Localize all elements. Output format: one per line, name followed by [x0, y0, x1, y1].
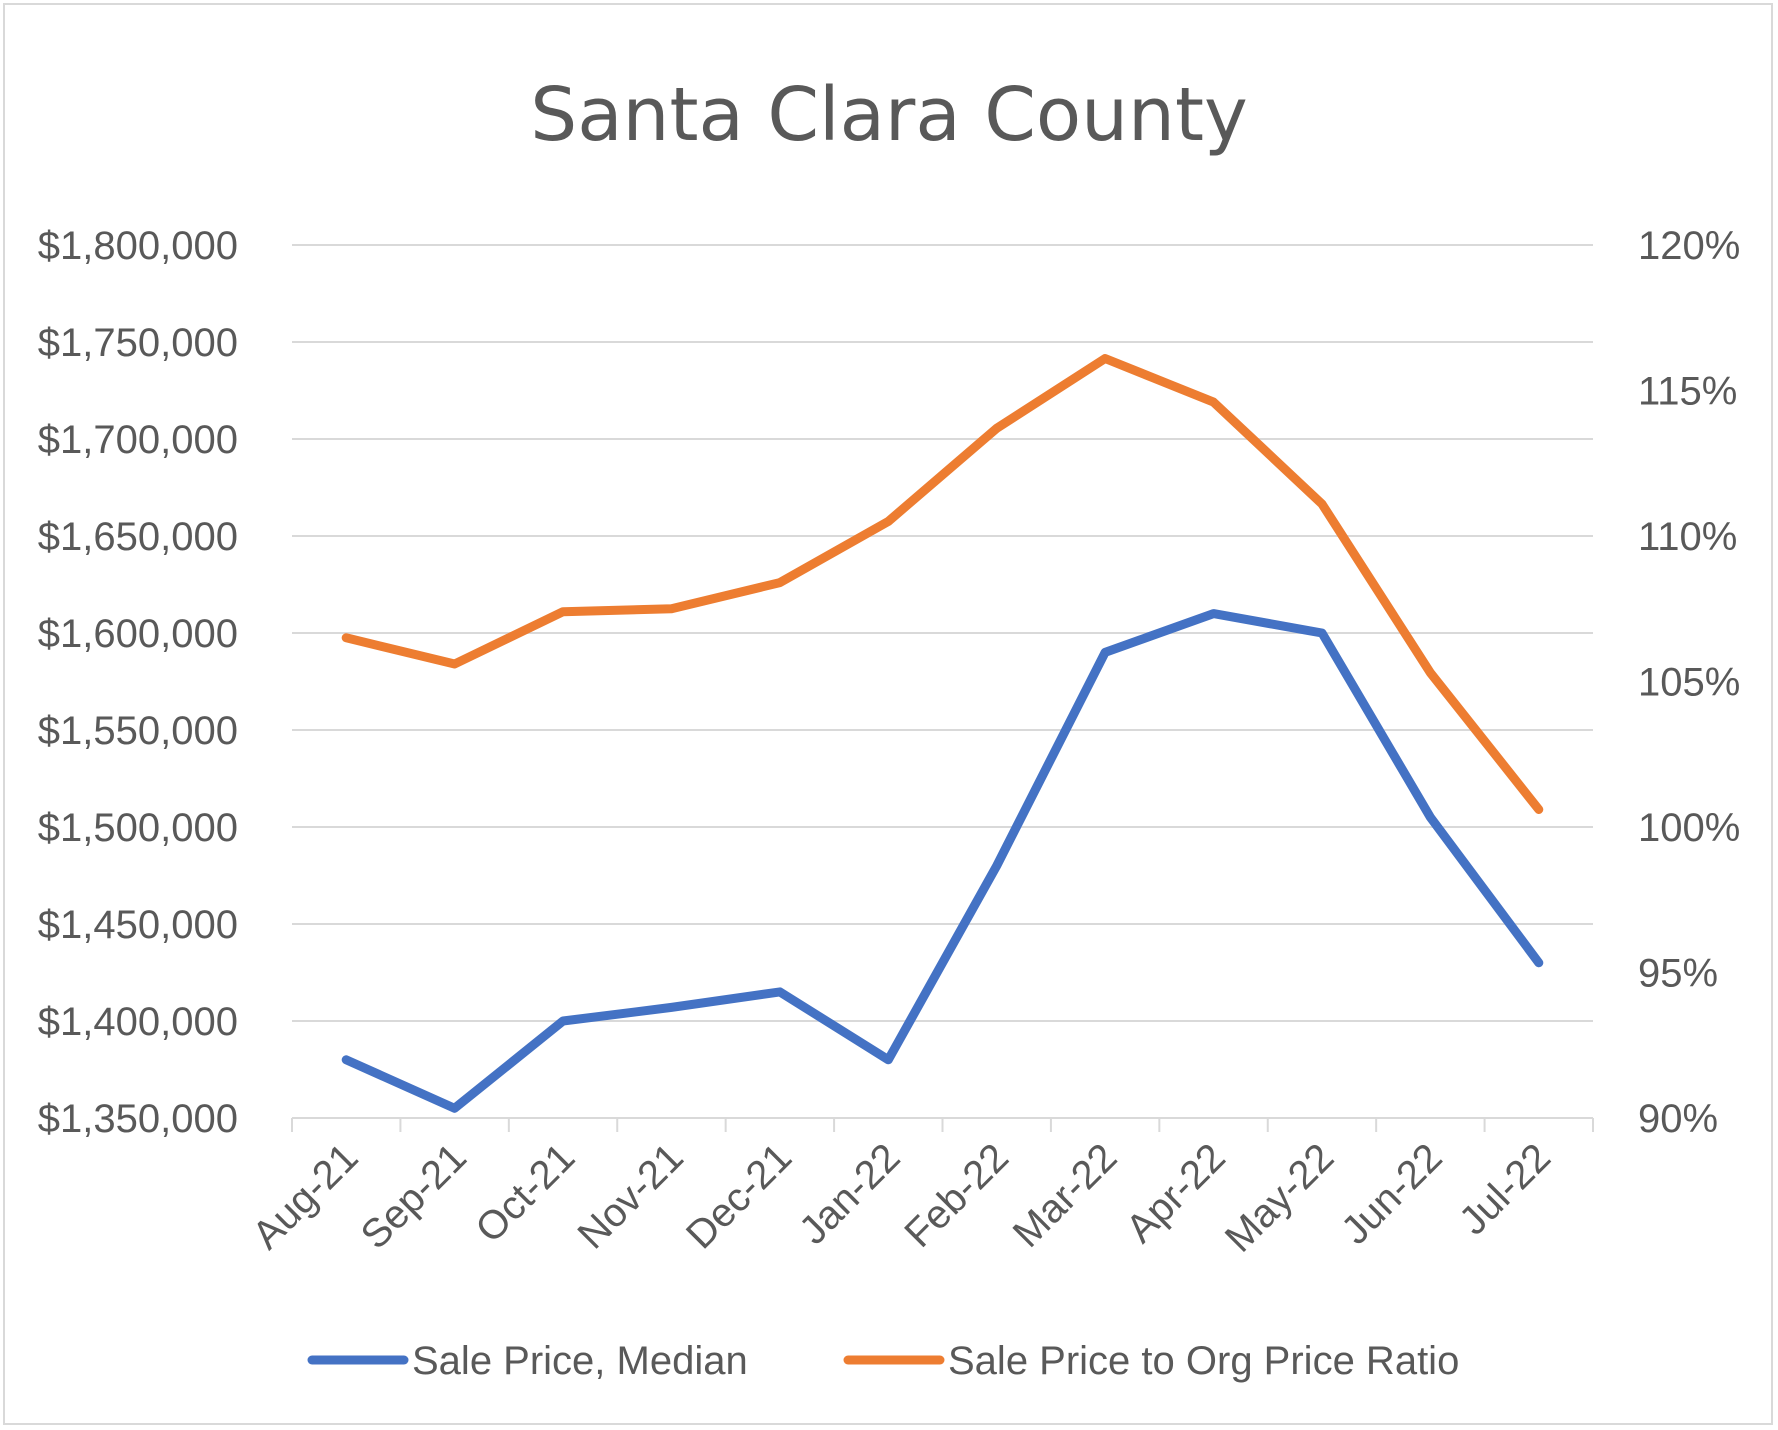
x-tick-label: Nov-21: [570, 1135, 692, 1257]
x-tick-label: Sep-21: [353, 1135, 475, 1257]
x-tick-label: Dec-21: [678, 1135, 800, 1257]
left-tick-label: $1,450,000: [38, 903, 238, 947]
series-lines: [341, 354, 1544, 1113]
right-tick-label: 95%: [1638, 952, 1718, 996]
x-tick-label: Oct-21: [467, 1135, 583, 1251]
right-axis-tick-labels: 90% 95% 100% 105% 110% 115% 120%: [1638, 224, 1740, 1141]
left-tick-label: $1,600,000: [38, 612, 238, 656]
left-tick-label: $1,700,000: [38, 418, 238, 462]
x-tick-label: Mar-22: [1005, 1135, 1126, 1256]
left-tick-label: $1,650,000: [38, 515, 238, 559]
left-tick-label: $1,550,000: [38, 709, 238, 753]
left-axis-tick-labels: $1,350,000 $1,400,000 $1,450,000 $1,500,000…: [38, 224, 238, 1141]
x-tick-label: Jun-22: [1333, 1135, 1451, 1253]
chart-frame: [3, 3, 1773, 1425]
left-tick-label: $1,350,000: [38, 1097, 238, 1141]
right-tick-label: 110%: [1638, 515, 1737, 559]
left-tick-label: $1,800,000: [38, 224, 238, 268]
left-tick-label: $1,750,000: [38, 321, 238, 365]
right-tick-label: 120%: [1638, 224, 1740, 268]
x-axis: Aug-21Sep-21Oct-21Nov-21Dec-21Jan-22Feb-…: [244, 1117, 1594, 1261]
x-tick-label: Jul-22: [1451, 1135, 1559, 1243]
left-tick-label: $1,400,000: [38, 1000, 238, 1044]
right-tick-label: 90%: [1638, 1097, 1718, 1141]
legend-label-2: Sale Price to Org Price Ratio: [948, 1339, 1459, 1383]
x-tick-label: Aug-21: [244, 1135, 366, 1257]
x-tick-label: May-22: [1217, 1135, 1342, 1260]
right-tick-label: 105%: [1638, 661, 1740, 705]
right-tick-label: 115%: [1638, 370, 1737, 414]
legend: Sale Price, Median Sale Price to Org Pric…: [307, 1339, 1459, 1383]
x-tick-label: Apr-22: [1118, 1135, 1234, 1251]
right-tick-label: 100%: [1638, 806, 1740, 850]
series-line-2: [341, 354, 1544, 814]
x-tick-label: Feb-22: [896, 1135, 1017, 1256]
left-tick-label: $1,500,000: [38, 806, 238, 850]
chart-title: Santa Clara County: [530, 72, 1248, 158]
legend-label-1: Sale Price, Median: [412, 1339, 748, 1383]
x-tick-label: Jan-22: [791, 1135, 909, 1253]
gridlines: [292, 244, 1593, 1022]
series-line-1: [341, 609, 1544, 1113]
